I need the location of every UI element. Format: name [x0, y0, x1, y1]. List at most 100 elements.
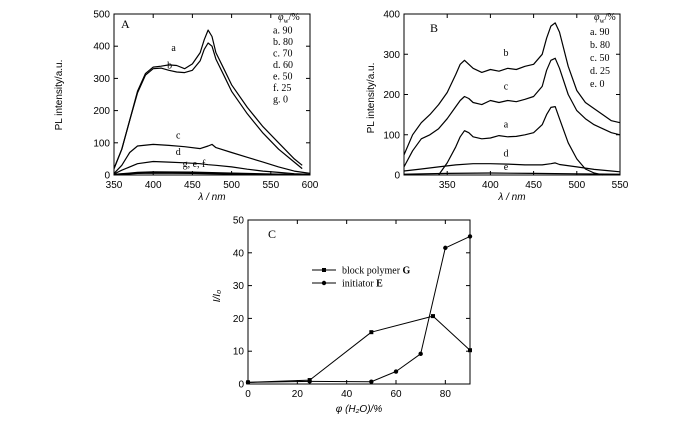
x-tick-label: 500: [223, 180, 240, 191]
series-line-initiator-e: [247, 235, 471, 383]
curve-label: c: [504, 82, 509, 93]
curve-label: d: [176, 147, 181, 158]
y-tick-label: 0: [104, 171, 110, 182]
x-axis-label: φ (H₂O)/%: [336, 404, 383, 415]
y-tick-label: 40: [233, 248, 245, 259]
legend-entry-compound: G: [403, 266, 411, 277]
legend-title-subscript: w: [600, 17, 606, 25]
x-tick-label: 550: [262, 180, 279, 191]
legend-entry: c. 50: [590, 53, 609, 64]
legend-title-unit: /%: [289, 12, 300, 23]
legend-entry: f. 25: [273, 83, 291, 94]
legend-title-symbol: φ: [278, 12, 284, 23]
legend-entry: g. 0: [273, 95, 288, 106]
x-tick-label: 20: [292, 389, 304, 400]
curve-label: a: [171, 43, 176, 54]
y-tick-label: 200: [383, 90, 400, 101]
y-axis-label: I/I₀: [212, 290, 223, 303]
legend-entry: b. 80: [273, 37, 293, 48]
x-tick-label: 600: [302, 180, 319, 191]
y-axis-label: PL intensity/a.u.: [366, 63, 377, 134]
data-point-circle: [393, 369, 399, 374]
panel-label: B: [430, 21, 438, 35]
legend-entry-text: initiator: [342, 279, 376, 290]
legend-entry-text: block polymer: [342, 266, 403, 277]
y-tick-label: 20: [233, 314, 245, 325]
legend-entry: a. 90: [590, 27, 609, 38]
x-axis-label: λ / nm: [197, 192, 225, 203]
y-axis-label: PL intensity/a.u.: [54, 60, 65, 131]
x-tick-label: 450: [525, 180, 542, 191]
y-tick-label: 30: [233, 281, 245, 292]
x-axis-label: λ / nm: [497, 192, 525, 203]
y-tick-label: 300: [383, 50, 400, 61]
plot-frame: [403, 13, 621, 176]
legend-entry: initiator E: [342, 279, 383, 290]
panel-label: C: [268, 227, 276, 241]
x-tick-label: 400: [482, 180, 499, 191]
series-line-a: [113, 29, 303, 169]
plot-frame: [247, 219, 471, 385]
curve-label: b: [503, 48, 508, 59]
legend-title-unit: /%: [605, 12, 616, 23]
series-line-a: [438, 106, 603, 176]
legend-entry: c. 70: [273, 49, 292, 60]
legend-entry: e. 50: [273, 72, 292, 83]
data-point-circle: [467, 234, 473, 239]
data-point-circle: [307, 379, 312, 384]
curve-label: g, e, f: [183, 159, 206, 170]
data-point-circle: [443, 245, 448, 251]
legend-entry: d. 60: [273, 60, 293, 71]
panel-label: A: [121, 17, 130, 31]
y-tick-label: 200: [93, 106, 110, 117]
data-point-square: [369, 330, 374, 335]
legend-entry: block polymer G: [342, 266, 411, 277]
legend-entry-compound: E: [376, 279, 383, 290]
y-tick-label: 400: [383, 10, 400, 21]
legend-entry: b. 80: [590, 40, 610, 51]
x-tick-label: 500: [568, 180, 585, 191]
data-point-circle: [369, 379, 374, 384]
x-tick-label: 0: [245, 389, 251, 400]
x-tick-label: 60: [390, 389, 402, 400]
series-line-c: [403, 57, 621, 168]
x-tick-label: 350: [106, 180, 123, 191]
y-tick-label: 100: [383, 130, 400, 141]
x-tick-label: 450: [184, 180, 201, 191]
x-tick-label: 550: [612, 180, 629, 191]
y-tick-label: 10: [233, 347, 245, 358]
y-tick-label: 400: [93, 42, 110, 53]
series-line-c: [113, 143, 311, 174]
y-tick-label: 300: [93, 74, 110, 85]
legend-entry: e. 0: [590, 79, 604, 90]
series-line-b: [113, 42, 303, 170]
curve-label: c: [176, 131, 181, 142]
curve-label: e: [504, 162, 509, 173]
plot-frame: [113, 13, 311, 176]
legend-title: φw/%: [594, 12, 616, 25]
y-tick-label: 100: [93, 138, 110, 149]
legend-title: φw/%: [278, 12, 300, 25]
x-tick-label: 80: [440, 389, 452, 400]
curve-label: a: [504, 120, 509, 131]
y-tick-label: 0: [394, 171, 400, 182]
series-line-e: [403, 172, 621, 175]
y-tick-label: 50: [233, 216, 245, 227]
curve-label: b: [167, 61, 172, 72]
legend-title-symbol: φ: [594, 12, 600, 23]
x-tick-label: 40: [341, 389, 353, 400]
chart-panel-c: 0 20 40 60 80 0 10 20 30 40 50 φ (H₂O)/% I/I₀ Cblock …: [212, 216, 473, 415]
data-point-circle: [245, 380, 251, 385]
series-line-b: [403, 22, 621, 156]
x-tick-label: 350: [439, 180, 456, 191]
curve-label: d: [503, 148, 508, 159]
series-line-g: [113, 172, 311, 176]
legend-title-subscript: w: [284, 17, 290, 25]
legend-entry: d. 25: [590, 66, 610, 77]
series-line-d: [113, 160, 311, 175]
legend-marker-circle: [321, 280, 327, 286]
data-point-square: [468, 348, 472, 353]
